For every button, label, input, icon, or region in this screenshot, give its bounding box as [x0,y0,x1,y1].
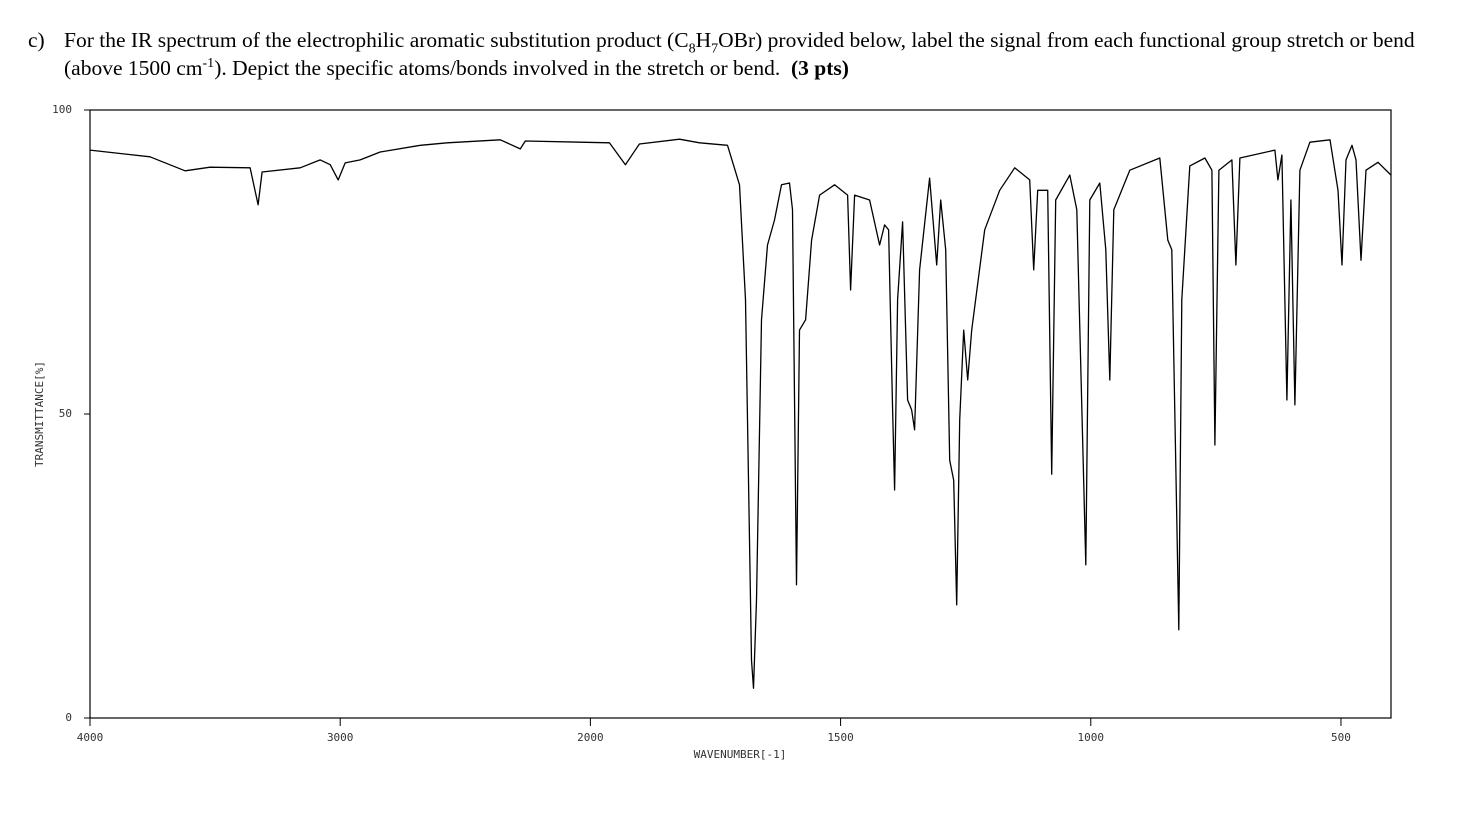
x-tick-label: 2000 [577,731,604,744]
text: H [695,28,712,52]
x-tick-label: 1500 [827,731,854,744]
subscript: 7 [711,41,719,57]
superscript: -1 [202,55,215,71]
y-axis-label: TRANSMITTANCE[%] [33,361,46,467]
x-tick-label: 500 [1331,731,1351,744]
question-label: c) [28,28,45,52]
y-tick-label: 100 [52,103,72,116]
x-tick-label: 3000 [327,731,354,744]
points: (3 pts) [790,56,849,80]
x-tick-label: 4000 [77,731,104,744]
y-tick-label: 0 [65,711,72,724]
y-tick-label: 50 [59,407,72,420]
x-axis-label: WAVENUMBER[-1] [694,748,787,761]
question-text: For the IR spectrum of the electrophilic… [64,26,1428,82]
text: OBr) provided below, label the signal fr… [64,28,1415,80]
x-tick-label: 1000 [1078,731,1105,744]
text: ). Depict the specific atoms/bonds invol… [214,56,781,80]
spectrum-line [89,138,1392,689]
subscript: 8 [688,41,696,57]
text: For the IR spectrum of the electrophilic… [64,28,689,52]
question: c) For the IR spectrum of the electrophi… [28,26,1428,82]
